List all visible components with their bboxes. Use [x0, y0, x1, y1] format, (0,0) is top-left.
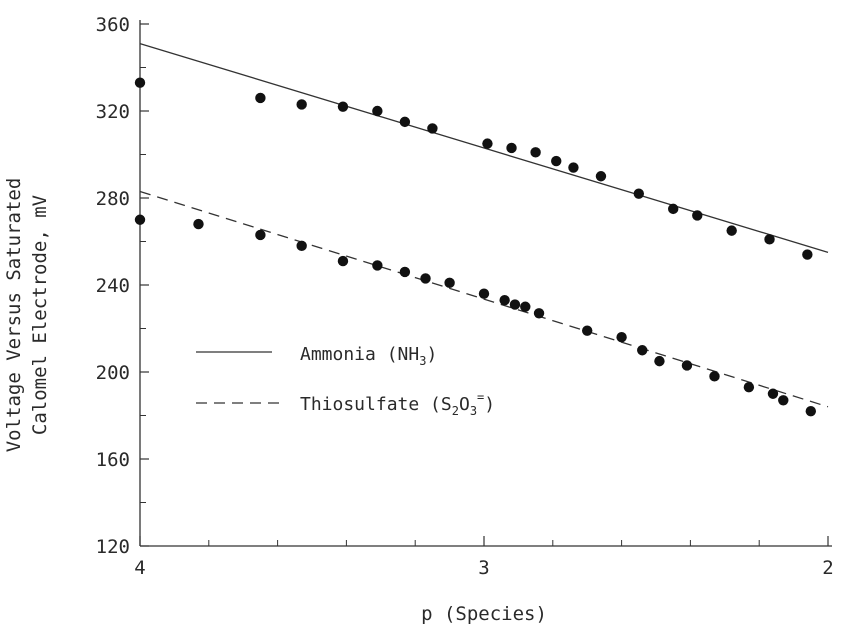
y-tick-label: 360 [96, 14, 130, 36]
data-point-ammonia [530, 147, 541, 158]
data-point-thiosulfate [478, 288, 490, 299]
data-point-thiosulfate [337, 255, 349, 267]
data-point-thiosulfate [637, 345, 648, 356]
data-point-ammonia [134, 77, 146, 88]
data-point-thiosulfate [372, 260, 383, 271]
data-point-thiosulfate [499, 295, 510, 306]
data-point-thiosulfate [444, 277, 455, 289]
data-point-ammonia [551, 155, 562, 167]
data-point-thiosulfate [654, 355, 665, 367]
y-tick-label: 200 [96, 362, 130, 384]
data-point-thiosulfate [582, 325, 593, 336]
x-axis-title: p (Species) [421, 603, 547, 625]
data-point-ammonia [568, 162, 579, 173]
x-tick-label: 2 [822, 557, 833, 579]
ticks: 120 160 200 240 280 320 360 4 3 2 [96, 14, 834, 579]
data-point-ammonia [633, 188, 644, 199]
fit-line-thiosulfate [139, 190, 829, 408]
data-point-thiosulfate [296, 240, 307, 252]
data-point-ammonia [399, 116, 411, 128]
data-point-thiosulfate [805, 405, 816, 417]
data-point-ammonia [372, 105, 383, 117]
data-point-thiosulfate [520, 301, 531, 312]
data-point-thiosulfate [420, 273, 431, 284]
y-tick-label: 320 [96, 101, 130, 123]
data-point-thiosulfate [778, 395, 789, 406]
legend-label-ammonia: Ammonia (NH3) [300, 344, 437, 368]
data-point-thiosulfate [616, 332, 627, 343]
data-point-thiosulfate [399, 266, 411, 278]
x-tick-label: 4 [134, 557, 145, 579]
data-points [134, 77, 816, 417]
y-tick-label: 280 [96, 188, 130, 210]
data-point-ammonia [726, 225, 737, 236]
data-point-thiosulfate [743, 382, 755, 393]
data-point-ammonia [668, 203, 679, 215]
data-point-ammonia [337, 101, 349, 112]
legend-label-thiosulfate: Thiosulfate (S2O3=) [300, 390, 495, 418]
data-point-thiosulfate [681, 360, 693, 371]
data-point-thiosulfate [509, 299, 521, 310]
data-point-ammonia [427, 123, 438, 134]
data-point-ammonia [506, 142, 517, 154]
y-tick-label: 120 [96, 536, 130, 558]
data-point-ammonia [764, 234, 775, 245]
y-tick-label: 240 [96, 275, 130, 297]
fit-lines [139, 42, 829, 408]
data-point-ammonia [692, 210, 703, 221]
data-point-ammonia [296, 99, 307, 110]
fit-line-ammonia [139, 42, 829, 253]
data-point-ammonia [255, 92, 266, 104]
data-point-thiosulfate [134, 214, 146, 225]
data-point-ammonia [802, 249, 813, 260]
legend: Ammonia (NH3) Thiosulfate (S2O3=) [196, 344, 495, 418]
axes [139, 20, 832, 547]
data-point-thiosulfate [709, 371, 720, 382]
x-tick-label: 3 [478, 557, 489, 579]
data-point-thiosulfate [193, 218, 204, 230]
data-point-ammonia [595, 171, 607, 182]
data-point-thiosulfate [533, 308, 545, 319]
y-axis-title-line1: Voltage Versus Saturated [3, 178, 25, 453]
data-point-thiosulfate [767, 388, 779, 399]
data-point-thiosulfate [255, 229, 266, 241]
data-point-ammonia [482, 138, 493, 149]
y-tick-label: 160 [96, 449, 130, 471]
y-axis-title-line2: Calomel Electrode, mV [29, 195, 51, 435]
